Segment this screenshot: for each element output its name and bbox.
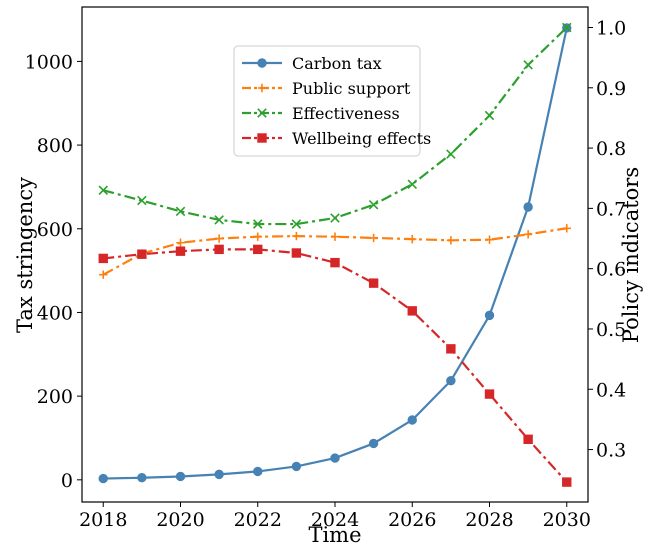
legend-marker-public-support — [257, 83, 267, 93]
x-tick-label-2026: 2026 — [388, 509, 436, 531]
point-carbon-tax-2028 — [484, 310, 495, 321]
y-right-tick-label-0.5: 0.5 — [596, 319, 626, 341]
legend-label-effectiveness: Effectiveness — [292, 104, 400, 123]
point-carbon-tax-2021 — [214, 469, 224, 480]
point-public-support-2028 — [485, 235, 494, 244]
legend-marker-effectiveness — [257, 108, 267, 118]
y-axis-right-title: Policy indicators — [619, 167, 643, 343]
point-effectiveness-2023 — [291, 219, 302, 229]
point-wellbeing-effects-2019 — [137, 249, 147, 259]
point-wellbeing-effects-2023 — [291, 248, 302, 258]
y-left-tick-label-1000: 1000 — [25, 51, 73, 73]
y-right-tick-label-1: 1.0 — [596, 17, 626, 39]
y-right-tick-label-0.9: 0.9 — [596, 78, 626, 100]
legend-label-public-support: Public support — [292, 79, 411, 98]
legend-marker-carbon-tax — [257, 58, 267, 68]
point-public-support-2027 — [446, 236, 456, 245]
point-public-support-2029 — [523, 230, 533, 239]
x-tick-label-2020: 2020 — [156, 509, 204, 531]
point-carbon-tax-2018 — [98, 473, 108, 484]
point-effectiveness-2025 — [368, 199, 379, 210]
x-tick-label-2028: 2028 — [465, 509, 513, 531]
x-axis-title: Time — [308, 523, 361, 547]
y-left-tick-label-400: 400 — [37, 302, 73, 324]
point-public-support-2024 — [330, 232, 340, 241]
point-effectiveness-2021 — [214, 215, 224, 225]
point-public-support-2018 — [99, 270, 108, 279]
y-axis-left-title: Tax stringency — [13, 177, 37, 333]
y-right-tick-label-0.6: 0.6 — [596, 259, 626, 281]
point-carbon-tax-2024 — [330, 453, 340, 463]
x-tick-label-2018: 2018 — [79, 509, 127, 531]
y-left-tick-label-200: 200 — [37, 386, 73, 408]
point-wellbeing-effects-2029 — [523, 434, 533, 444]
point-carbon-tax-2026 — [407, 415, 417, 425]
point-effectiveness-2028 — [484, 110, 495, 121]
point-wellbeing-effects-2026 — [407, 306, 417, 316]
point-public-support-2030 — [562, 224, 571, 233]
point-wellbeing-effects-2027 — [446, 344, 456, 354]
point-public-support-2025 — [369, 233, 378, 243]
point-carbon-tax-2023 — [291, 461, 302, 472]
point-effectiveness-2030 — [561, 22, 572, 33]
point-wellbeing-effects-2024 — [330, 257, 340, 268]
y-left-tick-label-0: 0 — [61, 470, 73, 492]
point-effectiveness-2022 — [252, 219, 263, 229]
point-public-support-2023 — [292, 231, 301, 241]
point-wellbeing-effects-2022 — [253, 244, 263, 255]
point-carbon-tax-2022 — [253, 466, 263, 477]
point-public-support-2026 — [408, 234, 417, 244]
point-wellbeing-effects-2025 — [368, 278, 379, 288]
point-wellbeing-effects-2021 — [214, 244, 224, 255]
y-right-tick-label-0.4: 0.4 — [596, 379, 626, 401]
x-tick-label-2022: 2022 — [234, 509, 282, 531]
point-wellbeing-effects-2018 — [98, 253, 108, 264]
series-layer — [98, 22, 572, 487]
point-wellbeing-effects-2020 — [175, 246, 186, 256]
point-public-support-2022 — [253, 232, 262, 241]
point-effectiveness-2027 — [446, 149, 456, 159]
point-effectiveness-2020 — [175, 206, 186, 217]
point-wellbeing-effects-2030 — [562, 477, 572, 487]
point-carbon-tax-2020 — [175, 471, 186, 482]
y-left-tick-label-800: 800 — [37, 135, 73, 157]
legend-marker-wellbeing-effects — [257, 133, 267, 143]
point-public-support-2020 — [176, 238, 185, 247]
point-public-support-2021 — [214, 234, 224, 243]
point-effectiveness-2029 — [523, 60, 533, 70]
y-right-tick-label-0.3: 0.3 — [596, 440, 626, 462]
point-wellbeing-effects-2028 — [484, 389, 495, 399]
series-line-wellbeing-effects — [103, 248, 568, 483]
point-effectiveness-2018 — [98, 185, 109, 196]
point-carbon-tax-2019 — [137, 473, 147, 483]
axes-layer: 2018 2020 2022 2024 2026 2028 2030 0 200 400 600 80… — [25, 17, 627, 531]
x-tick-label-2030: 2030 — [543, 509, 591, 531]
legend-label-wellbeing-effects: Wellbeing effects — [292, 129, 431, 148]
x-tick-label-2024: 2024 — [311, 509, 359, 531]
legend-label-carbon-tax: Carbon tax — [292, 54, 382, 73]
point-effectiveness-2019 — [137, 195, 147, 206]
point-carbon-tax-2025 — [368, 438, 379, 449]
point-carbon-tax-2027 — [446, 375, 456, 386]
y-right-tick-label-0.7: 0.7 — [596, 198, 626, 220]
y-left-tick-label-600: 600 — [37, 219, 73, 241]
point-effectiveness-2024 — [330, 213, 340, 223]
legend: Carbon tax Public support Effectiveness Wel… — [233, 45, 431, 157]
legend-box — [233, 45, 421, 157]
point-carbon-tax-2029 — [523, 202, 533, 212]
point-effectiveness-2026 — [407, 179, 418, 190]
y-right-tick-label-0.8: 0.8 — [596, 138, 626, 160]
